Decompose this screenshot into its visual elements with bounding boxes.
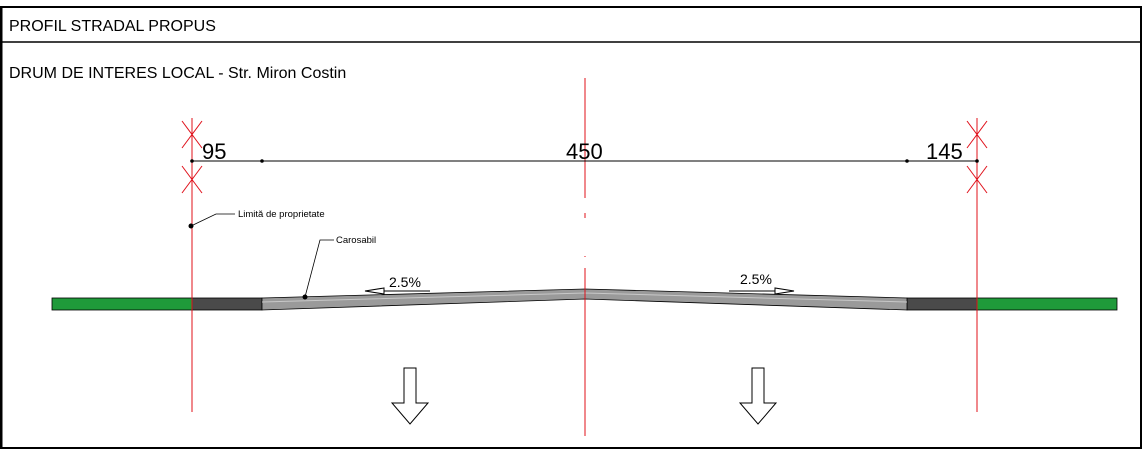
property-limit-leader [190,213,235,227]
right-sidewalk [906,297,978,311]
left-slope-indicator [364,287,430,295]
carriageway-leader [304,239,334,298]
left-green-verge [51,297,193,311]
property-limit-label: Limită de proprietate [238,209,325,220]
carriageway-label: Carosabil [336,235,376,246]
right-slope-indicator [729,287,795,295]
dimension-center-label: 450 [566,139,603,164]
dimension-left-label: 95 [202,139,226,164]
dimension-ticks [190,159,979,163]
left-slope-label: 2.5% [389,274,421,290]
right-green-verge [976,297,1118,311]
left-limit-markers [181,120,203,194]
right-slope-label: 2.5% [740,271,772,287]
left-sidewalk [191,297,263,311]
right-limit-markers [966,120,988,194]
right-traffic-direction-arrow [738,367,778,425]
road-subtitle: DRUM DE INTERES LOCAL - Str. Miron Costi… [9,65,346,82]
dimension-right-label: 145 [926,139,963,164]
drawing-title: PROFIL STRADAL PROPUS [9,18,216,35]
left-traffic-direction-arrow [390,367,430,425]
